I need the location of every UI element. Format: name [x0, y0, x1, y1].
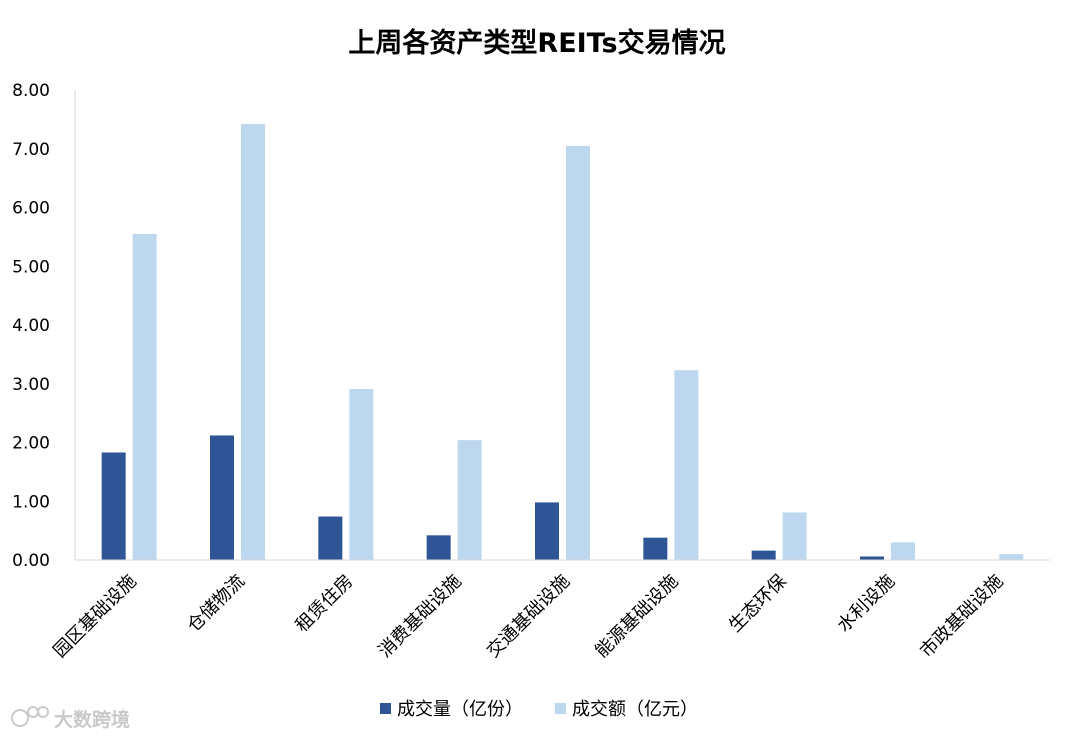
x-category-label: 园区基础设施 — [49, 571, 140, 662]
bar-volume-5 — [643, 537, 668, 560]
x-category-label: 仓储物流 — [183, 571, 249, 637]
legend-swatch-amount — [555, 703, 566, 714]
bar-amount-0 — [132, 233, 157, 560]
bar-volume-2 — [318, 516, 343, 560]
bar-amount-6 — [782, 512, 807, 560]
bar-amount-3 — [457, 440, 482, 560]
bar-amount-8 — [999, 554, 1024, 560]
y-tick-label: 0.00 — [12, 551, 50, 571]
x-category-label: 生态环保 — [725, 571, 791, 637]
y-axis-ticks: 0.00 1.00 2.00 3.00 4.00 5.00 6.00 7.00 8.00 — [12, 81, 50, 571]
y-tick-label: 2.00 — [12, 434, 50, 454]
x-category-label: 交通基础设施 — [483, 571, 574, 662]
y-tick-label: 3.00 — [12, 375, 50, 395]
bar-volume-1 — [210, 435, 234, 560]
y-tick-label: 4.00 — [12, 316, 50, 336]
bar-amount-5 — [674, 370, 699, 560]
bar-volume-3 — [426, 535, 451, 560]
x-category-label: 租赁住房 — [292, 571, 358, 637]
bar-amount-1 — [241, 124, 265, 560]
dsk-logo-icon — [11, 706, 49, 727]
bar-amount-2 — [349, 389, 374, 560]
legend: 成交量（亿份） 成交额（亿元） — [380, 699, 698, 720]
watermark: 大数跨境 — [11, 706, 130, 731]
legend-swatch-volume — [380, 703, 391, 714]
bar-volume-4 — [535, 502, 559, 560]
x-category-label: 消费基础设施 — [374, 571, 465, 662]
legend-label-amount: 成交额（亿元） — [572, 699, 698, 720]
y-tick-label: 1.00 — [12, 492, 50, 512]
chart-title: 上周各资产类型REITs交易情况 — [348, 27, 725, 59]
bar-volume-7 — [860, 556, 884, 560]
watermark-text: 大数跨境 — [54, 708, 130, 731]
y-tick-label: 7.00 — [12, 140, 50, 160]
legend-label-volume: 成交量（亿份） — [397, 699, 523, 720]
bars — [101, 124, 1024, 560]
bar-volume-6 — [751, 550, 776, 560]
x-category-label: 能源基础设施 — [591, 571, 682, 662]
bar-volume-0 — [101, 452, 126, 560]
x-category-label: 市政基础设施 — [916, 571, 1007, 662]
y-tick-label: 5.00 — [12, 257, 50, 277]
x-category-label: 水利设施 — [833, 571, 899, 637]
x-axis-labels: 园区基础设施 仓储物流 租赁住房 消费基础设施 交通基础设施 能源基础设施 生态环保 水利设施… — [49, 571, 1007, 662]
bar-amount-7 — [891, 542, 915, 560]
y-tick-label: 8.00 — [12, 81, 50, 101]
y-tick-label: 6.00 — [12, 199, 50, 219]
bar-amount-4 — [566, 145, 590, 560]
